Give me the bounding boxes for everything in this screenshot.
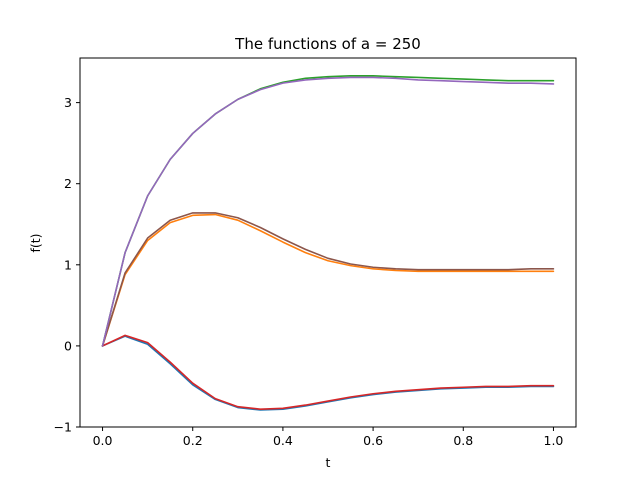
y-axis-label: f(t)	[28, 233, 43, 252]
x-tick-label: 0.2	[183, 433, 203, 448]
x-tick-label: 0.8	[453, 433, 473, 448]
x-tick-label: 0.4	[273, 433, 293, 448]
series-line-2	[101, 213, 555, 347]
series-line-3	[101, 75, 555, 347]
series-line-1	[101, 335, 555, 411]
y-tick-label: 0	[64, 338, 72, 353]
series-line-6	[101, 76, 555, 347]
y-tick-label: 3	[64, 95, 72, 110]
x-axis-ticks: 0.0 0.2 0.4 0.6 0.8 1.0	[93, 427, 564, 448]
y-tick-label: 1	[64, 257, 72, 272]
y-tick-label: −1	[54, 420, 72, 435]
series-line-4	[101, 334, 555, 410]
x-axis-label: t	[326, 455, 331, 470]
chart-title: The functions of a = 250	[234, 35, 421, 53]
series-line-5	[101, 212, 555, 347]
x-tick-label: 0.0	[93, 433, 113, 448]
series-lines	[101, 75, 555, 411]
plot-frame	[79, 57, 577, 428]
x-tick-label: 1.0	[544, 433, 564, 448]
y-tick-label: 2	[64, 176, 72, 191]
x-tick-label: 0.6	[363, 433, 383, 448]
y-axis-ticks: −1 0 1 2 3	[54, 95, 80, 435]
